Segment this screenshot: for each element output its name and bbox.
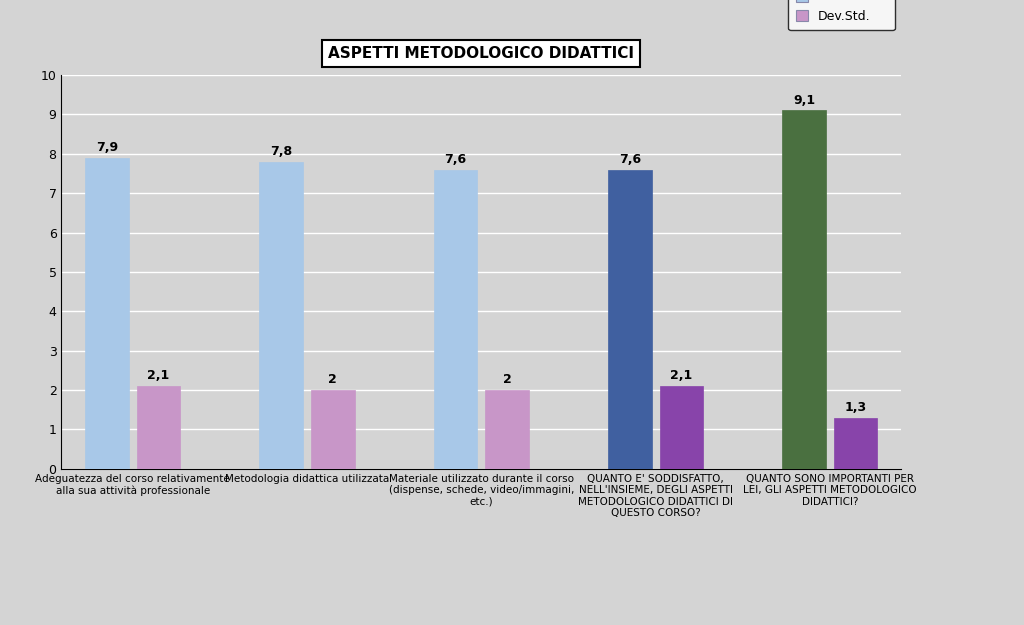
Text: 7,9: 7,9 xyxy=(96,141,118,154)
Text: 7,8: 7,8 xyxy=(270,144,292,158)
Bar xyxy=(259,162,303,469)
Bar xyxy=(85,158,129,469)
Bar xyxy=(782,111,826,469)
Bar xyxy=(608,169,651,469)
Text: 1,3: 1,3 xyxy=(845,401,866,414)
Text: 7,6: 7,6 xyxy=(618,152,641,166)
Bar xyxy=(659,386,703,469)
Text: 2: 2 xyxy=(503,373,511,386)
Text: 2: 2 xyxy=(329,373,337,386)
Bar xyxy=(485,390,528,469)
Legend: Media voto, Dev.Std.: Media voto, Dev.Std. xyxy=(788,0,895,30)
Bar xyxy=(434,169,477,469)
Text: 2,1: 2,1 xyxy=(147,369,170,382)
Text: 9,1: 9,1 xyxy=(793,94,815,106)
Text: 2,1: 2,1 xyxy=(670,369,692,382)
Text: 7,6: 7,6 xyxy=(444,152,467,166)
Title: ASPETTI METODOLOGICO DIDATTICI: ASPETTI METODOLOGICO DIDATTICI xyxy=(329,46,634,61)
Bar xyxy=(834,418,878,469)
Bar xyxy=(311,390,354,469)
Bar xyxy=(136,386,180,469)
